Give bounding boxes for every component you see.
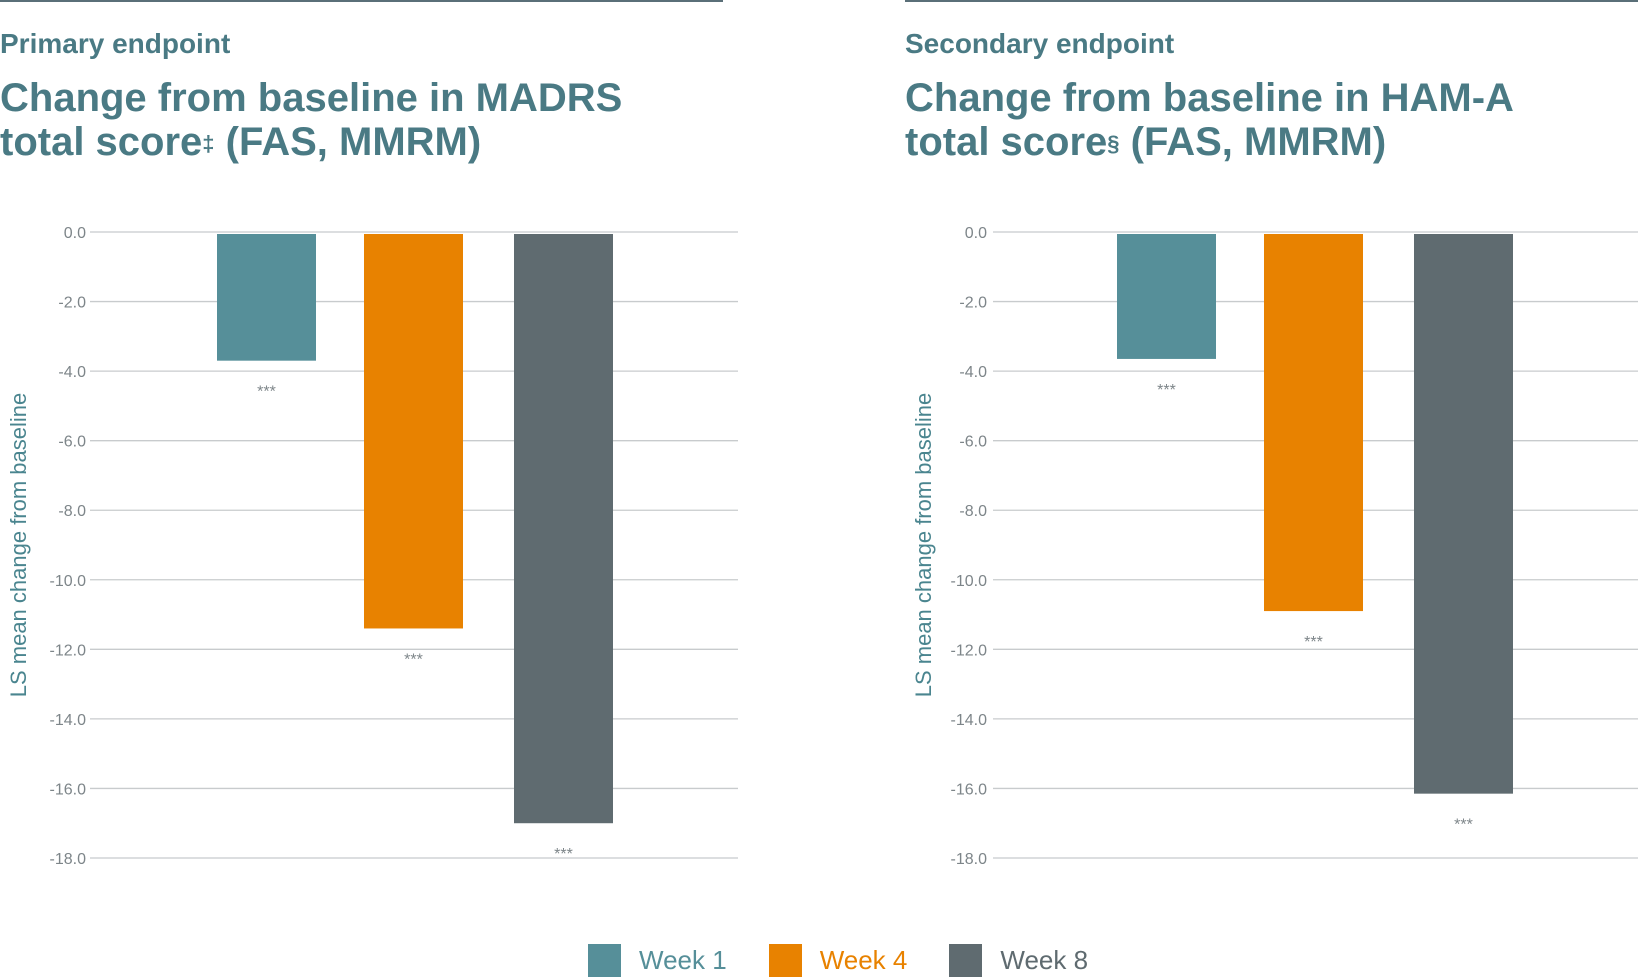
chart-title: Change from baseline in MADRS total scor… — [0, 76, 622, 164]
y-tick-label: 0.0 — [965, 225, 987, 242]
y-tick-label: -8.0 — [959, 503, 987, 520]
chart-title-line2-pre: total score — [905, 120, 1108, 164]
y-tick-label: -14.0 — [50, 712, 87, 729]
y-tick-label: -12.0 — [951, 642, 988, 659]
significance-label: *** — [554, 846, 573, 863]
chart-subtitle: Primary endpoint — [0, 28, 231, 59]
bars: *** *** *** — [217, 234, 613, 863]
y-tick-label: -2.0 — [58, 295, 86, 312]
legend-swatch — [768, 943, 802, 977]
significance-label: *** — [257, 384, 276, 401]
bar-chart-madrs: 0.0 -2.0 -4.0 -6.0 -8.0 -10.0 -12.0 -14.0 -16.0 -… — [6, 225, 738, 868]
y-tick-label: -18.0 — [951, 851, 988, 868]
chart-title-line1: Change from baseline in MADRS — [0, 76, 623, 120]
chart-title-line1: Change from baseline in HAM-A — [905, 76, 1514, 120]
chart-title-line2: total score‡ (FAS, MMRM) — [0, 120, 622, 164]
y-tick-label: -6.0 — [58, 434, 86, 451]
chart-legend: Week 1 Week 4 Week 8 — [588, 942, 1130, 978]
y-tick-labels: 0.0 -2.0 -4.0 -6.0 -8.0 -10.0 -12.0 -14.0 -16.0 -… — [951, 225, 988, 868]
y-axis-label: LS mean change from baseline — [6, 393, 31, 698]
bar-week-1 — [217, 234, 316, 361]
y-tick-label: -8.0 — [58, 503, 86, 520]
legend-swatch — [949, 943, 983, 977]
title-footnote-mark: § — [1107, 131, 1120, 156]
y-tick-label: -18.0 — [50, 851, 87, 868]
bar-chart-ham-a: 0.0 -2.0 -4.0 -6.0 -8.0 -10.0 -12.0 -14.0 -16.0 -… — [911, 225, 1638, 868]
bar-week-4 — [1264, 234, 1363, 612]
chart-title-line2-post: (FAS, MMRM) — [1119, 120, 1387, 164]
significance-label: *** — [1304, 634, 1323, 651]
y-tick-label: -10.0 — [50, 573, 87, 590]
y-tick-label: -14.0 — [951, 712, 988, 729]
y-tick-label: -12.0 — [50, 642, 87, 659]
legend-item-week-8: Week 8 — [949, 942, 1088, 978]
bar-week-8 — [1414, 234, 1513, 794]
y-tick-label: -6.0 — [959, 434, 987, 451]
chart-title-line2: total score§ (FAS, MMRM) — [905, 120, 1514, 164]
y-tick-labels: 0.0 -2.0 -4.0 -6.0 -8.0 -10.0 -12.0 -14.0 -16.0 -… — [50, 225, 87, 868]
y-tick-label: -16.0 — [50, 781, 87, 798]
y-tick-label: -2.0 — [959, 295, 987, 312]
bar-week-4 — [364, 234, 463, 629]
top-rule — [0, 0, 723, 2]
legend-item-week-1: Week 1 — [588, 942, 727, 978]
y-tick-label: -4.0 — [959, 364, 987, 381]
y-tick-label: 0.0 — [64, 225, 86, 242]
chart-subtitle: Secondary endpoint — [905, 28, 1175, 59]
chart-title-line2-pre: total score — [0, 120, 203, 164]
y-tick-label: -4.0 — [58, 364, 86, 381]
legend-swatch — [588, 943, 621, 977]
legend-item-week-4: Week 4 — [768, 942, 908, 978]
top-rule — [905, 0, 1638, 2]
significance-label: *** — [1157, 382, 1176, 399]
y-axis-label: LS mean change from baseline — [911, 393, 936, 698]
y-tick-label: -10.0 — [951, 573, 988, 590]
bar-week-8 — [514, 234, 613, 824]
legend-label: Week 1 — [639, 945, 727, 975]
chart-title-line2-post: (FAS, MMRM) — [214, 120, 482, 164]
legend-label: Week 8 — [1000, 945, 1089, 975]
title-footnote-mark: ‡ — [202, 131, 215, 156]
y-tick-label: -16.0 — [951, 781, 988, 798]
legend-label: Week 4 — [819, 945, 908, 975]
chart-title: Change from baseline in HAM-A total scor… — [905, 76, 1514, 164]
bar-week-1 — [1117, 234, 1216, 359]
significance-label: *** — [404, 651, 423, 668]
bars: *** *** *** — [1117, 234, 1513, 834]
significance-label: *** — [1454, 817, 1473, 834]
